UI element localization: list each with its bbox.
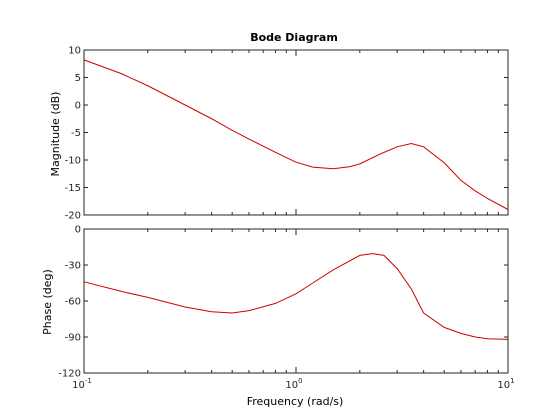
- chart-title: Bode Diagram: [250, 31, 338, 44]
- phase-y-tick-label: -120: [58, 369, 81, 380]
- phase-y-tick-label: 0: [75, 225, 81, 236]
- magnitude-ticks: 10 5 0 -5 -10 -15 -20: [65, 46, 508, 222]
- x-tick-label-base: 10: [497, 380, 510, 391]
- phase-series-line: [83, 253, 509, 340]
- phase-y-tick-label: -60: [65, 297, 81, 308]
- x-tick-label-exponent: 1: [510, 377, 514, 385]
- magnitude-y-tick-label: 5: [75, 73, 81, 84]
- phase-y-tick-label: -30: [65, 261, 81, 272]
- x-tick-label: 10-1: [72, 377, 92, 391]
- magnitude-y-tick-label: 0: [75, 101, 81, 112]
- x-axis-label: Frequency (rad/s): [247, 395, 344, 408]
- x-tick-label-base: 10: [72, 380, 85, 391]
- x-tick-label: 100: [285, 377, 302, 391]
- magnitude-y-tick-label: -15: [65, 183, 81, 194]
- x-tick-label-base: 10: [285, 380, 298, 391]
- magnitude-y-tick-label: -10: [65, 156, 81, 167]
- magnitude-x-minor-ticks: [83, 50, 509, 215]
- magnitude-axes: 10 5 0 -5 -10 -15 -20: [65, 46, 509, 222]
- phase-y-tick-label: -90: [65, 333, 81, 344]
- x-tick-label: 101: [497, 377, 514, 391]
- x-tick-label-exponent: 0: [298, 377, 302, 385]
- x-tick-label-exponent: -1: [85, 377, 92, 385]
- magnitude-y-tick-label: 10: [68, 46, 81, 57]
- magnitude-y-tick-label: -20: [65, 211, 81, 222]
- phase-y-axis-label: Phase (deg): [41, 269, 54, 335]
- magnitude-y-tick-label: -5: [71, 128, 81, 139]
- magnitude-plot-box: [83, 49, 509, 216]
- phase-ticks: 0 -30 -60 -90 -120: [58, 225, 508, 380]
- phase-x-minor-ticks: [83, 229, 509, 373]
- magnitude-series-line: [83, 59, 509, 210]
- phase-axes: 0-30-60-90-120 10-1 100 101: [58, 225, 514, 392]
- phase-plot-box: [83, 228, 509, 374]
- magnitude-y-axis-label: Magnitude (dB): [49, 92, 62, 177]
- phase-x-tick-labels: 10-1 100 101: [72, 377, 514, 391]
